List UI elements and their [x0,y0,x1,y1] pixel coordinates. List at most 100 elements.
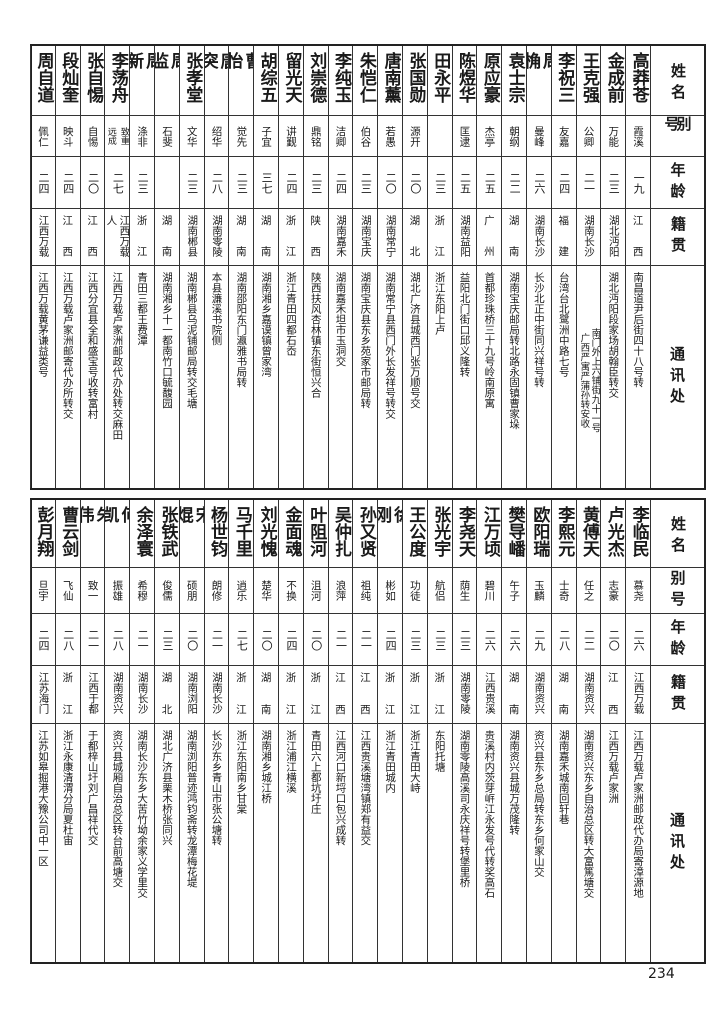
person-name-cell: 张自惕 [80,46,105,116]
person-name-cell: 王克强 [576,46,601,116]
person-native-cell: 浙江 [55,666,80,724]
person-native: 湖南宝庆 [359,215,372,257]
person-native-cell: 湖北 [155,666,179,724]
person-native: 湖南益阳 [459,215,472,257]
person-name-cell: 樊导嶓 [502,500,527,568]
person-address-cell: 湖南嘉禾坦市玉洞交 [329,266,353,488]
person-alias: 曼峰 [532,125,545,147]
person-address-cell: 江西万载卢家洲邮寄代办所转交 [56,266,80,488]
person-native: 福建 [558,215,569,258]
header-name: 姓名 [651,46,704,116]
person-name-cell: 李尧天 [452,500,477,568]
person-age: 二一 [210,628,224,651]
person-native: 江西 [608,672,619,716]
person-alias-cell: 楚华 [254,568,279,614]
person-name-cell: 金成前 [601,46,626,116]
person-native: 湖南 [508,215,520,258]
person-age: 二七 [111,171,125,194]
person-alias-cell: 匡逮 [452,116,477,157]
person-address: 首都珍珠桥三十九号岭南原寓 [483,272,496,409]
person-alias: 玉麟 [532,580,545,601]
person-address-cell: 湖南浏阳普迹鸿钧斋转龙潭梅花堤 [180,724,204,962]
person-name-cell: 高莽苍 [626,46,650,116]
person-address: 浙江青田四都石岙 [284,272,297,356]
person-native-cell: 江西 [626,209,650,266]
person-address: 湖南浏阳普迹鸿钧斋转龙潭梅花堤 [185,730,198,888]
person-row: 刘崇德 鼎铭 二三陕西陕西扶风杏林镇东街恒兴合 [302,46,328,488]
person-age-cell: 二四 [378,614,403,666]
person-name-cell: 何凯 [105,500,130,568]
person-alias-cell: 彬如 [378,568,403,614]
person-address: 湖南宝庆邮局转北路永固镇曹家垛 [508,272,521,430]
person-age-cell: 一九 [626,157,650,209]
person-age: 二一 [582,171,596,194]
person-name: 李荡舟 [107,52,128,103]
person-native: 江西于都 [87,672,100,714]
person-native: 湖南嘉禾 [335,215,348,257]
person-age-cell: 二九 [527,614,551,666]
person-address: 湖南邵阳东门瀛雅书局转 [235,272,248,388]
person-age-cell: 二〇 [254,614,279,666]
person-name-cell: 张国勋 [403,46,427,116]
person-alias: 鼎铭 [309,125,322,147]
person-age: 二三 [185,171,199,194]
person-alias: 文华 [185,125,198,147]
person-native-cell: 江苏海门 [31,666,55,724]
person-age-cell: 二〇 [179,614,204,666]
person-age-cell: 二〇 [80,157,105,209]
person-alias: 觉先 [235,125,248,147]
person-name-cell: 吴仲扎 [328,500,353,568]
person-age-cell: 二六 [502,614,527,666]
person-name-cell: 孙又贤 [353,500,378,568]
person-alias-cell: 朝纲 [502,116,527,157]
person-age-cell: 二三 [427,614,452,666]
person-native: 江西 [87,215,98,258]
header-label: 姓名 [669,515,687,558]
header-native: 籍贯 [651,666,704,724]
person-alias-cell: 士奇 [551,568,576,614]
person-address: 浙江东阳上卢 [433,272,446,335]
person-native: 湖北沔阳 [607,215,620,257]
person-age: 二二 [508,171,522,194]
person-native: 湖南 [260,215,272,258]
person-native-cell: 福建 [551,209,576,266]
person-native: 江西 [335,672,346,716]
person-native: 湖南资兴 [533,672,546,714]
person-age-cell: 二三 [601,157,626,209]
person-age: 二六 [632,628,646,651]
person-name-cell: 杨世钧 [204,500,229,568]
person-row: 李临民 慕尧 二六 江西万载 江西万载卢家洲邮政代办局寄漳源地 [625,500,650,962]
person-alias-cell: 逍乐 [229,568,254,614]
person-row: 高莽苍 霞溪 一九江西南昌道尹后街四十八号转 [625,46,650,488]
person-native: 浙江 [62,672,74,716]
person-alias-cell: 任之 [576,568,601,614]
person-age: 三七 [260,171,274,194]
person-row: 曹云剑 飞仙 二八浙江浙江永康清渭分局夏杜宙 [54,500,80,962]
person-age-cell: 二七 [229,614,254,666]
person-address-cell: 浙江东阳上卢 [428,266,452,488]
person-row: 王克强 公卿 二一 湖南长沙 南门外上六铺街九十一号 广西严寓严蒲孙转安收 [575,46,601,488]
person-alias-cell: 杰亭 [477,116,502,157]
header-address: 通讯处 [651,266,704,488]
person-native-cell: 湖南资兴 [105,666,130,724]
person-alias: 祖纯 [359,580,372,601]
person-name: 李尧天 [455,506,476,557]
person-row: 段灿奎 映斗 二四江西江西万载卢家洲邮寄代办所转交 [54,46,80,488]
person-native: 浙江 [236,672,247,716]
person-alias: 士奇 [557,580,570,601]
person-name: 金面魂 [281,506,302,557]
person-address-cell: 陕西扶风杏林镇东街恒兴合 [304,266,328,488]
person-address: 广西严寓严蒲孙转安收 [578,332,590,428]
person-age: 二一 [136,628,150,651]
person-address-cell: 本县濂溪书院侧 [205,266,229,488]
person-name-cell: 李临民 [626,500,650,568]
person-age-cell: 二一 [80,614,105,666]
person-row: 曹怡 觉先 二三湖南湖南邵阳东门瀛雅书局转 [228,46,254,488]
person-age: 二六 [508,628,522,651]
person-name-cell: 唐突 [204,46,229,116]
person-name-cell: 袁士宗 [502,46,527,116]
roster-table-bottom: 姓名 别号 年龄 籍贯 通讯处 李临民 慕尧 二六 江西万载 江西万载卢家洲邮政代办局寄漳源地 卢光… [30,498,706,964]
person-age: 二〇 [408,171,422,194]
person-name: 江万顷 [479,506,500,557]
person-name: 袁士宗 [504,52,525,103]
